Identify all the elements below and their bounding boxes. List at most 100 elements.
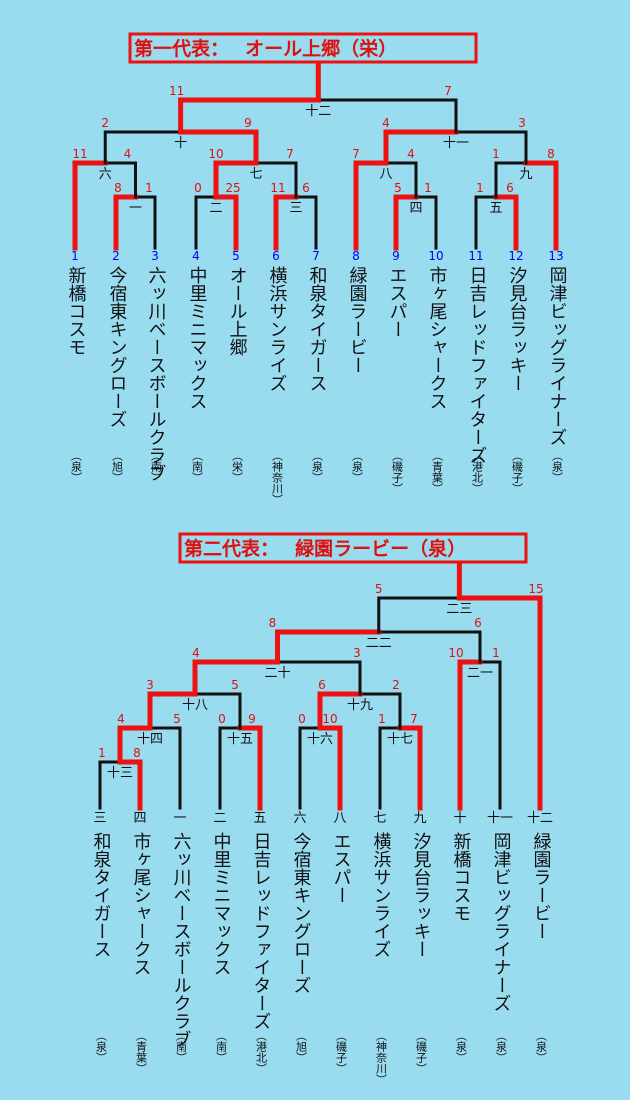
team-area: （泉）: [351, 450, 364, 483]
seed-label: 1: [71, 249, 79, 263]
score-top: 11: [72, 147, 87, 161]
team-name: 新橋コスモ: [451, 832, 472, 922]
bracket-line: [218, 726, 242, 810]
team-area: （南）: [175, 1030, 188, 1063]
match-label: 五: [489, 201, 502, 216]
team-name: 市ヶ尾シャークス: [131, 832, 152, 976]
score-bottom: 5: [173, 712, 181, 726]
team-name: 六ッ川ベースボールクラブ: [146, 266, 167, 482]
bracket-line: [148, 726, 182, 810]
team-name: 今宿東キングローズ: [291, 832, 312, 994]
team-name: 汐見台ラッキー: [507, 266, 528, 392]
team-name: 横浜サンライズ: [371, 832, 392, 958]
score-bottom: 8: [133, 746, 141, 760]
score-top: 5: [394, 181, 402, 195]
match-label: 十七: [387, 732, 413, 747]
score-top: 10: [208, 147, 223, 161]
winner-line: [397, 725, 423, 811]
score-bottom: 3: [518, 116, 526, 130]
bracket-line: [294, 195, 318, 250]
score-top: 4: [382, 116, 390, 130]
score-bottom: 5: [231, 678, 239, 692]
winner-line: [456, 595, 543, 811]
seed-label: 8: [352, 249, 360, 263]
score-top: 2: [101, 116, 109, 130]
match-label: 十五: [227, 732, 253, 747]
winner-line: [493, 194, 519, 251]
team-name: 岡津ビッグライナーズ: [547, 266, 568, 446]
team-area: （南）: [150, 450, 163, 483]
seed-label: 5: [232, 249, 240, 263]
winner-line: [237, 725, 263, 811]
seed-label: 3: [151, 249, 159, 263]
match-label: 九: [519, 167, 532, 182]
match-label: 十九: [347, 698, 373, 713]
bracket-line: [103, 130, 183, 165]
seed-label: 一: [173, 811, 186, 826]
bracket-line: [377, 630, 482, 664]
seed-label: 9: [392, 249, 400, 263]
team-area: （泉）: [495, 1030, 508, 1063]
team-name: 緑園ラービー: [531, 832, 552, 940]
bracket-line: [358, 692, 402, 730]
score-top: 10: [448, 646, 463, 660]
match-label: 十六: [307, 732, 333, 747]
match-label: 十四: [137, 732, 163, 747]
score-top: 0: [218, 712, 226, 726]
bracket-line: [193, 692, 242, 730]
seed-label: 七: [373, 811, 386, 826]
team-area: （泉）: [311, 450, 324, 483]
score-bottom: 9: [248, 712, 256, 726]
score-top: 8: [114, 181, 122, 195]
match-label: 六: [99, 167, 112, 182]
team-area: （南）: [191, 450, 204, 483]
team-area: （泉）: [95, 1030, 108, 1063]
bracket-line: [103, 161, 137, 199]
winner-line: [117, 725, 153, 765]
team-name: 緑園ラービー: [347, 266, 368, 374]
score-top: 6: [318, 678, 326, 692]
match-label: 二二: [366, 636, 392, 651]
bracket-title: 第一代表： オール上郷（栄）: [134, 37, 397, 60]
score-top: 4: [117, 712, 125, 726]
match-label: 二十: [264, 666, 290, 681]
score-top: 8: [269, 616, 277, 630]
team-name: 今宿東キングローズ: [107, 266, 128, 428]
team-area: （泉）: [551, 450, 564, 483]
score-top: 3: [146, 678, 154, 692]
score-top: 1: [98, 746, 106, 760]
team-name: 和泉タイガース: [307, 266, 328, 392]
bracket-line: [194, 195, 218, 250]
winner-line: [117, 759, 143, 811]
seed-label: 六: [293, 811, 306, 826]
team-name: 日吉レッドファイターズ: [251, 832, 272, 1030]
bracket-line: [316, 98, 458, 134]
winner-line: [275, 629, 382, 665]
winner-line: [178, 97, 321, 135]
winner-line: [113, 194, 138, 251]
winner-line: [213, 194, 239, 251]
bracket-line: [494, 161, 528, 199]
score-top: 0: [194, 181, 202, 195]
score-bottom: 1: [424, 181, 432, 195]
seed-label: 十一: [487, 811, 513, 826]
match-label: 十八: [182, 698, 208, 713]
score-bottom: 8: [547, 147, 555, 161]
title-box: [178, 532, 528, 564]
winner-line: [457, 659, 483, 811]
score-bottom: 1: [145, 181, 153, 195]
bracket-line: [414, 195, 438, 250]
bracket-title: 第二代表： 緑園ラービー（泉）: [184, 537, 466, 560]
bracket-line: [254, 161, 298, 199]
winner-line: [147, 691, 198, 731]
score-top: 4: [192, 646, 200, 660]
match-label: 二三: [446, 602, 472, 617]
seed-label: 10: [428, 249, 443, 263]
winner-line: [383, 129, 459, 166]
winner-line: [178, 129, 259, 166]
team-name: 横浜サンライズ: [267, 266, 288, 392]
score-bottom: 6: [302, 181, 310, 195]
seed-label: 12: [508, 249, 523, 263]
winner-line: [72, 160, 108, 251]
